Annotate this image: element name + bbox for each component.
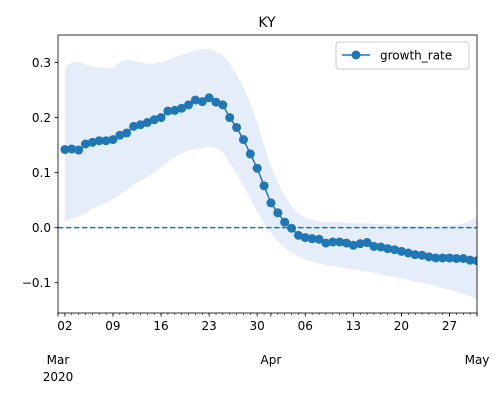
x-week-tick-label: 23	[201, 319, 216, 333]
data-point	[67, 144, 77, 154]
data-point	[211, 97, 221, 107]
data-point	[232, 122, 242, 132]
data-point	[74, 145, 84, 155]
data-point	[87, 137, 97, 147]
x-month-tick-label: May	[465, 353, 490, 367]
x-week-tick-label: 20	[394, 319, 409, 333]
data-point	[245, 149, 255, 159]
data-point	[383, 244, 393, 254]
data-point	[135, 120, 145, 130]
x-month-tick-label: Apr	[261, 353, 282, 367]
legend-box	[335, 41, 470, 70]
data-point	[335, 237, 345, 247]
y-tick-label: 0.1	[32, 166, 51, 180]
data-point	[458, 254, 468, 263]
legend-marker	[351, 50, 361, 60]
data-point	[259, 181, 269, 191]
data-point	[410, 250, 420, 260]
data-point	[369, 241, 379, 251]
x-week-tick-label: 16	[153, 319, 168, 333]
data-point	[348, 240, 358, 250]
data-point	[101, 136, 111, 146]
y-tick-label: 0.2	[32, 111, 51, 125]
data-point	[60, 145, 70, 154]
data-point	[307, 234, 317, 244]
data-point	[190, 95, 200, 105]
data-point	[238, 135, 248, 145]
data-point	[163, 106, 173, 116]
data-point	[204, 93, 214, 103]
data-point	[321, 238, 331, 248]
data-point	[451, 254, 461, 263]
data-point	[438, 253, 448, 263]
data-point	[300, 233, 310, 243]
data-point	[225, 113, 235, 123]
x-week-tick-label: 02	[57, 319, 72, 333]
data-point	[376, 242, 386, 252]
data-point	[465, 255, 475, 265]
data-point	[197, 97, 207, 107]
data-point	[156, 113, 166, 123]
data-point	[184, 100, 194, 110]
y-tick-label: −0.1	[22, 276, 51, 290]
data-point	[287, 223, 297, 233]
data-point	[445, 253, 455, 263]
axes: 0.3 0.2 0.1 0.0 −0.1 02 09 16 23 30 06 13 20 27 Mar 202…	[22, 34, 490, 384]
data-point	[177, 103, 187, 113]
data-point	[142, 118, 152, 128]
data-point	[218, 100, 228, 110]
data-point	[424, 252, 434, 262]
legend-label: growth_rate	[380, 49, 452, 63]
data-point	[328, 237, 338, 247]
data-point	[273, 208, 283, 218]
data-point	[362, 238, 372, 248]
x-week-tick-label: 09	[105, 319, 120, 333]
plot-clipped-group	[58, 48, 477, 300]
data-point	[122, 128, 132, 138]
data-point	[170, 105, 180, 115]
data-point	[314, 234, 324, 244]
data-point	[108, 135, 118, 145]
data-point	[431, 253, 441, 263]
x-week-tick-label: 30	[250, 319, 265, 333]
y-tick-label: 0.3	[32, 56, 51, 70]
data-point	[396, 246, 406, 256]
data-point	[149, 115, 159, 125]
x-week-tick-label: 06	[298, 319, 313, 333]
legend: growth_rate	[335, 41, 470, 70]
data-point	[472, 256, 477, 266]
axes-frame	[57, 34, 478, 314]
data-point	[252, 163, 262, 173]
y-tick-label: 0.0	[32, 221, 51, 235]
data-point	[280, 217, 290, 227]
data-point	[355, 239, 365, 249]
data-point	[390, 245, 400, 255]
data-point	[403, 248, 413, 258]
plot-area	[58, 48, 477, 300]
x-year-label: 2020	[43, 370, 74, 384]
data-point	[80, 139, 90, 149]
chart-title: KY	[258, 15, 276, 31]
data-point	[417, 250, 427, 260]
data-point	[266, 198, 276, 208]
x-month-tick-label: Mar	[47, 353, 70, 367]
data-point	[115, 130, 125, 140]
x-week-tick-label: 13	[346, 319, 361, 333]
data-point	[293, 230, 303, 240]
data-point	[341, 238, 351, 248]
confidence-band	[64, 48, 477, 300]
data-point	[94, 136, 104, 146]
x-week-tick-label: 27	[442, 319, 457, 333]
data-point	[129, 121, 139, 131]
